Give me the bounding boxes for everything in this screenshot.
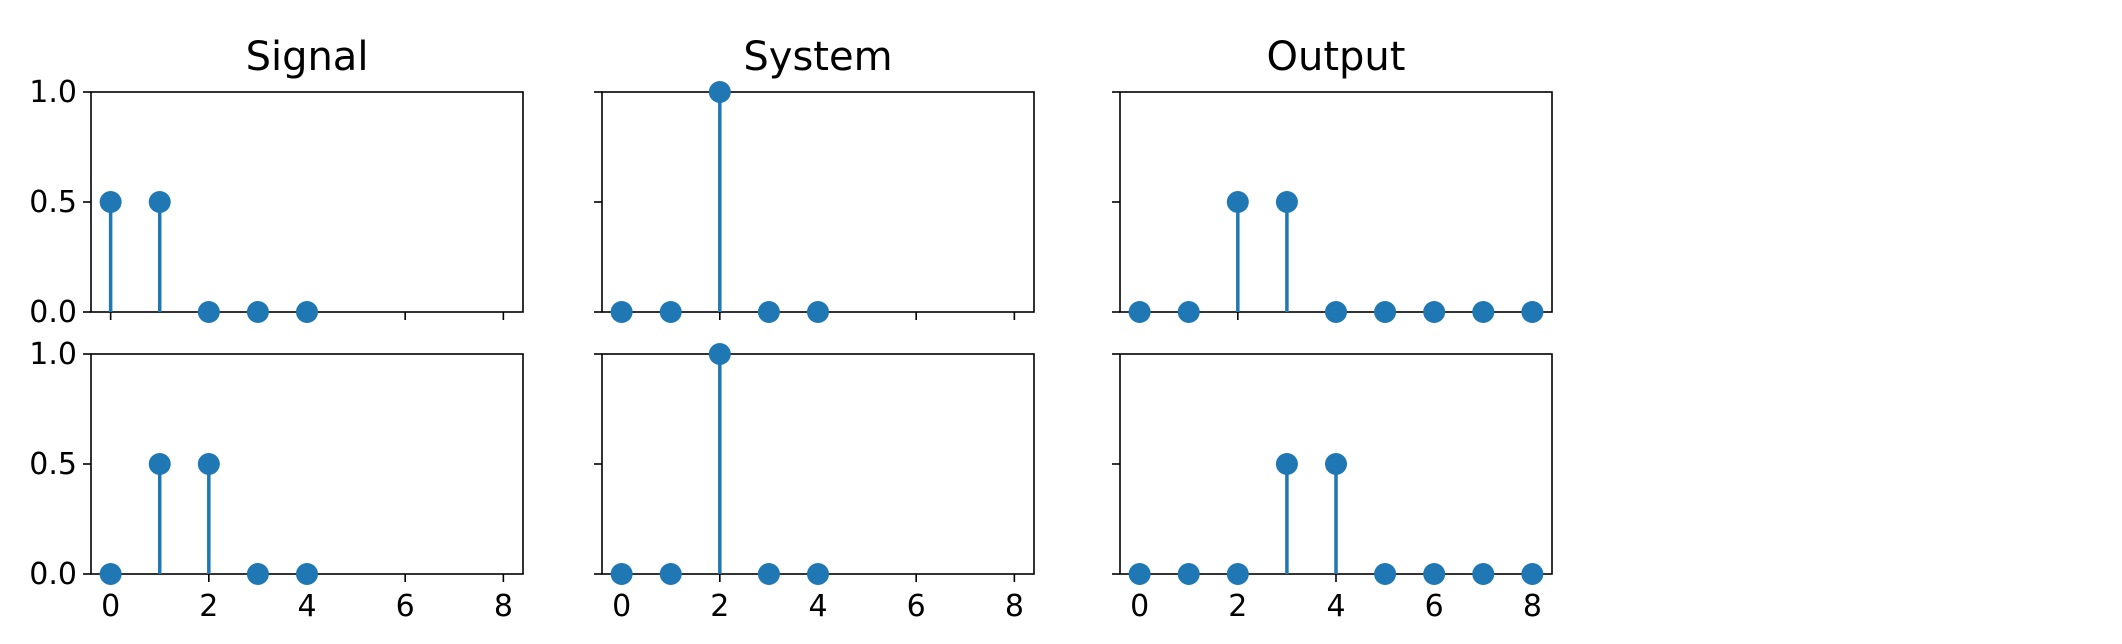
panel-6-marker	[1128, 563, 1151, 585]
panel-3-marker	[1423, 301, 1446, 323]
panel-5-marker	[610, 563, 633, 585]
panel-3-marker	[1472, 301, 1495, 323]
panel-1-ytick-label: 0.0	[29, 295, 77, 330]
panel-3-title: Output	[1267, 34, 1406, 80]
panel-1-marker	[246, 301, 269, 323]
panel-4-marker	[148, 453, 171, 475]
panel-2-marker	[610, 301, 633, 323]
panel-2-marker	[757, 301, 780, 323]
panel-6-marker	[1521, 563, 1544, 585]
panel-1-marker	[99, 191, 122, 213]
panel-4-ytick-label: 0.5	[29, 447, 77, 482]
panel-2-frame	[601, 91, 1035, 313]
panel-3-marker	[1275, 191, 1298, 213]
panel-1-marker	[296, 301, 318, 323]
panel-5-xtick-label: 2	[710, 589, 729, 624]
panel-4-xtick-label: 6	[396, 589, 415, 624]
panel-6-marker	[1472, 563, 1495, 585]
panel-4-ytick-label: 0.0	[29, 557, 77, 592]
panel-5-xtick-label: 0	[612, 589, 631, 624]
panel-5-marker	[807, 563, 829, 585]
panel-4-xtick-label: 8	[494, 589, 513, 624]
panel-2-marker	[659, 301, 682, 323]
panel-5-xtick-label: 8	[1005, 589, 1024, 624]
panel-5-marker	[757, 563, 780, 585]
panel-5-xtick-label: 4	[808, 589, 827, 624]
panel-1-ytick-label: 1.0	[29, 75, 77, 110]
panel-6-marker	[1423, 563, 1446, 585]
panel-1-title: Signal	[246, 34, 369, 80]
panel-3-marker	[1521, 301, 1544, 323]
panel-1-marker	[148, 191, 171, 213]
panel-6-xtick-label: 2	[1228, 589, 1247, 624]
panel-6-xtick-label: 4	[1326, 589, 1345, 624]
panel-3-marker	[1374, 301, 1397, 323]
panel-6-marker	[1325, 453, 1347, 475]
panel-6-marker	[1177, 563, 1200, 585]
panel-5-marker	[708, 343, 731, 365]
panel-4-marker	[296, 563, 318, 585]
panel-4-marker	[197, 453, 220, 475]
panel-3-marker	[1325, 301, 1347, 323]
panel-1-marker	[197, 301, 220, 323]
panel-5-frame	[601, 353, 1035, 575]
panel-3-marker	[1226, 191, 1249, 213]
panel-4-ytick-label: 1.0	[29, 337, 77, 372]
panel-2-title: System	[743, 34, 892, 80]
panel-4-marker	[246, 563, 269, 585]
panel-4-xtick-label: 4	[297, 589, 316, 624]
panel-6-marker	[1275, 453, 1298, 475]
panel-4-xtick-label: 2	[199, 589, 218, 624]
panel-6-xtick-label: 0	[1130, 589, 1149, 624]
panel-3-marker	[1177, 301, 1200, 323]
panel-3-frame	[1119, 91, 1553, 313]
panel-6-xtick-label: 8	[1523, 589, 1542, 624]
panel-6-marker	[1374, 563, 1397, 585]
panel-5-marker	[659, 563, 682, 585]
panel-6-xtick-label: 6	[1425, 589, 1444, 624]
panel-6-marker	[1226, 563, 1249, 585]
panel-4-marker	[99, 563, 122, 585]
panel-2-marker	[708, 81, 731, 103]
panel-5-xtick-label: 6	[907, 589, 926, 624]
panel-3-marker	[1128, 301, 1151, 323]
panel-2-marker	[807, 301, 829, 323]
panel-1-ytick-label: 0.5	[29, 185, 77, 220]
panel-4-xtick-label: 0	[101, 589, 120, 624]
